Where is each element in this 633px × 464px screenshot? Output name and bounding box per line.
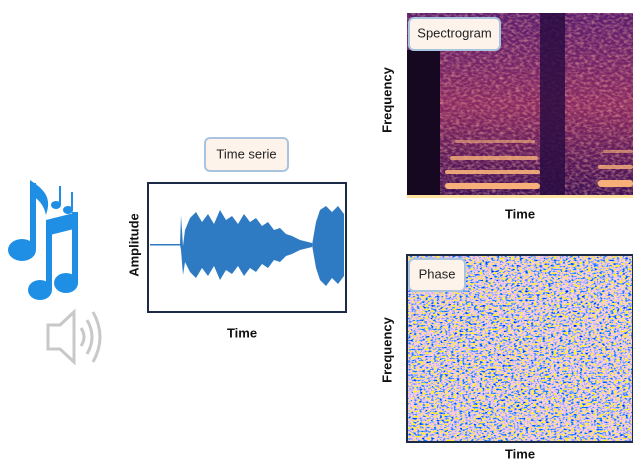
music-icon (8, 180, 78, 300)
panel-title: Time serie (216, 146, 276, 161)
x-axis-label: Time (227, 325, 257, 340)
x-axis-label: Time (505, 446, 535, 461)
speaker-icon (48, 312, 100, 362)
panel-title: Phase (419, 266, 456, 281)
panel-title: Spectrogram (417, 25, 491, 40)
y-axis-label: Frequency (379, 316, 394, 383)
y-axis-label: Frequency (379, 66, 394, 133)
y-axis-label: Amplitude (126, 213, 141, 277)
diagram: Time serie Amplitude Time Spectrogram Fr… (0, 0, 633, 464)
x-axis-label: Time (505, 206, 535, 221)
